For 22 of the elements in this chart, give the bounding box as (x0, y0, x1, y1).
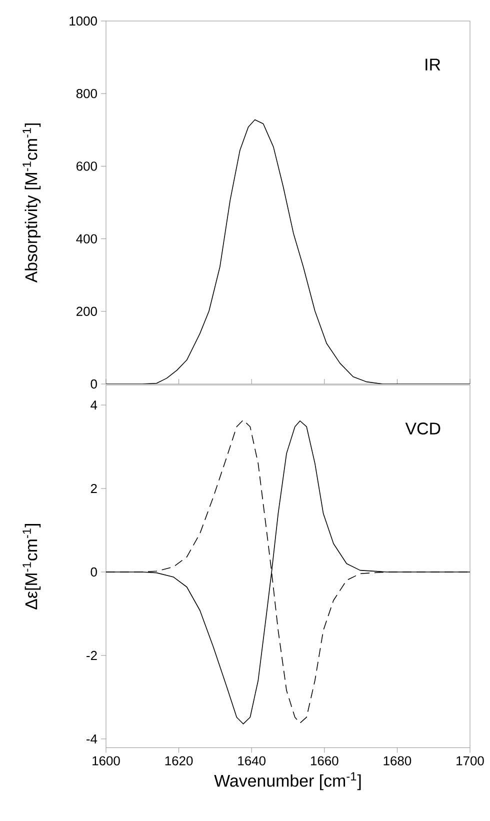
y-tick-label: 0 (90, 567, 97, 577)
y-axis-title: Absorptivity [M$^{-1}$cm$^{-1}$] (22, 123, 41, 283)
y-axis-title: Δε[M$^{-1}$cm$^{-1}$] (22, 524, 41, 610)
annotation: IR (426, 58, 440, 70)
y-tick-label: 1000 (70, 16, 97, 26)
y-tick-label: 600 (76, 162, 97, 171)
y-tick-label: 0 (90, 379, 97, 389)
x-tick-label: 1620 (165, 756, 193, 766)
x-tick-label: 1600 (92, 756, 120, 766)
y-tick-label: 800 (76, 89, 97, 98)
y-tick-label: -2 (86, 650, 97, 660)
y-tick-label: 4 (90, 400, 98, 410)
x-tick-label: 1640 (238, 756, 266, 766)
y-tick-label: 400 (76, 234, 97, 244)
x-axis-title: Wavenumber [cm$^{-1}$] (214, 772, 361, 790)
x-tick-label: 1660 (310, 756, 338, 766)
x-tick-label: 1700 (456, 756, 484, 766)
x-tick-label: 1680 (384, 756, 412, 766)
y-tick-label: 2 (90, 484, 97, 494)
y-tick-label: 200 (76, 306, 97, 316)
annotation: VCD (405, 422, 440, 435)
y-tick-label: -4 (86, 734, 98, 744)
